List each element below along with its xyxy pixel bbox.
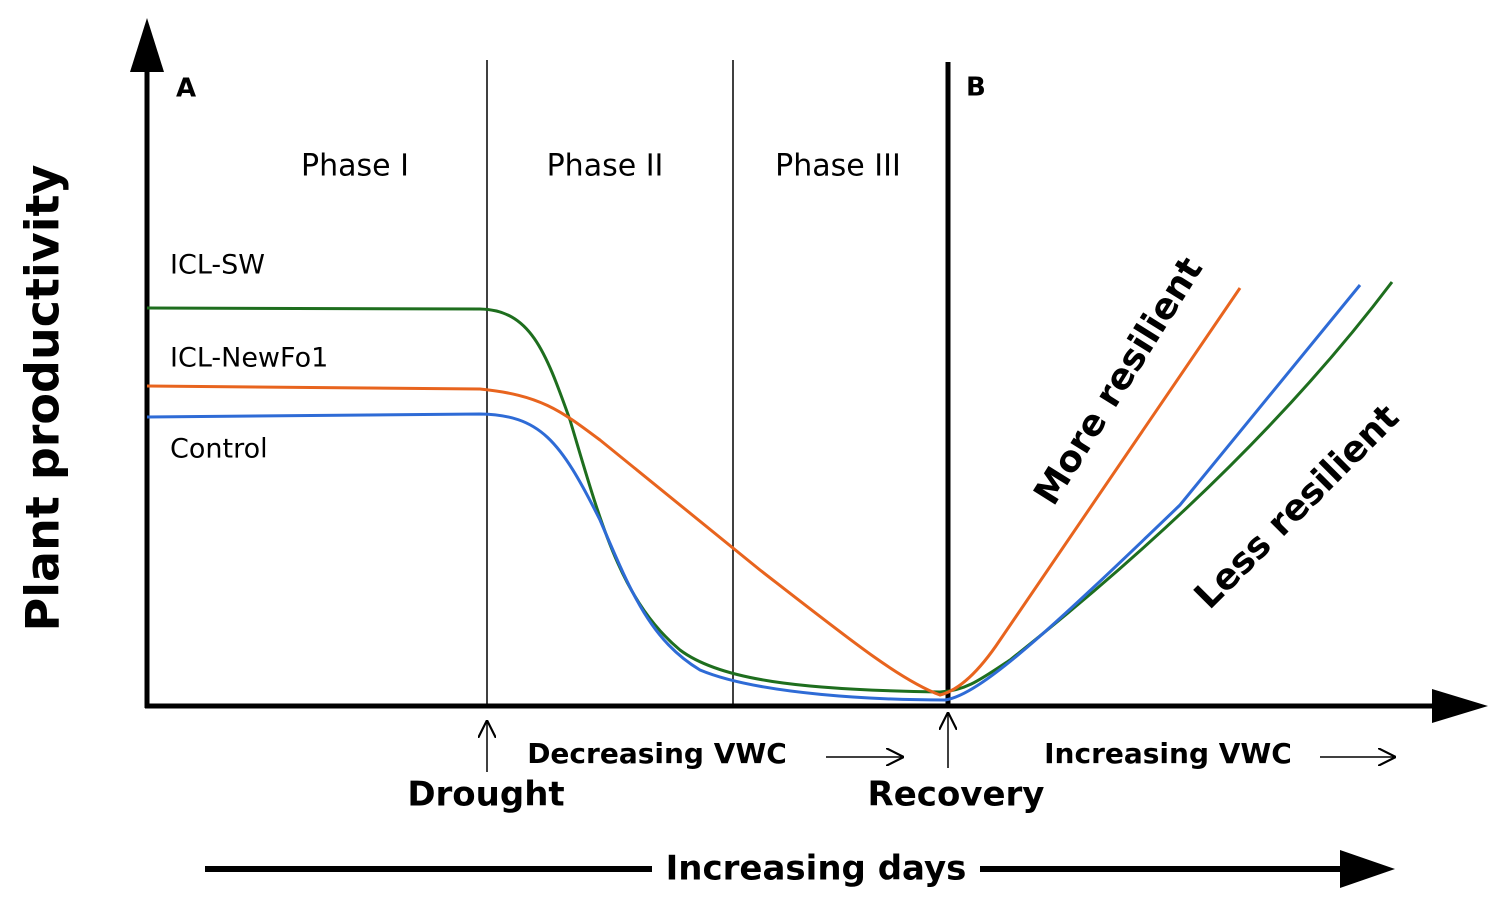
annotation: Less resilient	[1187, 397, 1407, 617]
y-axis-arrow	[130, 18, 164, 72]
panel-label: A	[176, 74, 196, 104]
line-label: ICL-NewFo1	[170, 343, 328, 374]
control-curve	[146, 284, 1362, 702]
x-axis-arrow	[1432, 689, 1488, 723]
icl-newfo1-curve	[146, 287, 1242, 697]
phase-label: Phase III	[775, 149, 901, 184]
annotation: More resilient	[1026, 250, 1211, 512]
x-label: Recovery	[868, 775, 1045, 815]
x-label: Increasing VWC	[1044, 737, 1292, 770]
y-axis-label: Plant productivity	[16, 165, 70, 632]
phase-label: Phase II	[547, 149, 664, 184]
x-label: Drought	[407, 775, 564, 815]
phase-label: Phase I	[301, 149, 409, 184]
days-arrow-head	[1340, 850, 1395, 888]
icl-sw-curve	[146, 281, 1394, 694]
x-label: Decreasing VWC	[527, 737, 787, 770]
line-label: ICL-SW	[170, 250, 265, 281]
line-label: Control	[170, 434, 268, 465]
panel-label: B	[966, 73, 986, 103]
x-axis-title: Increasing days	[666, 849, 967, 889]
